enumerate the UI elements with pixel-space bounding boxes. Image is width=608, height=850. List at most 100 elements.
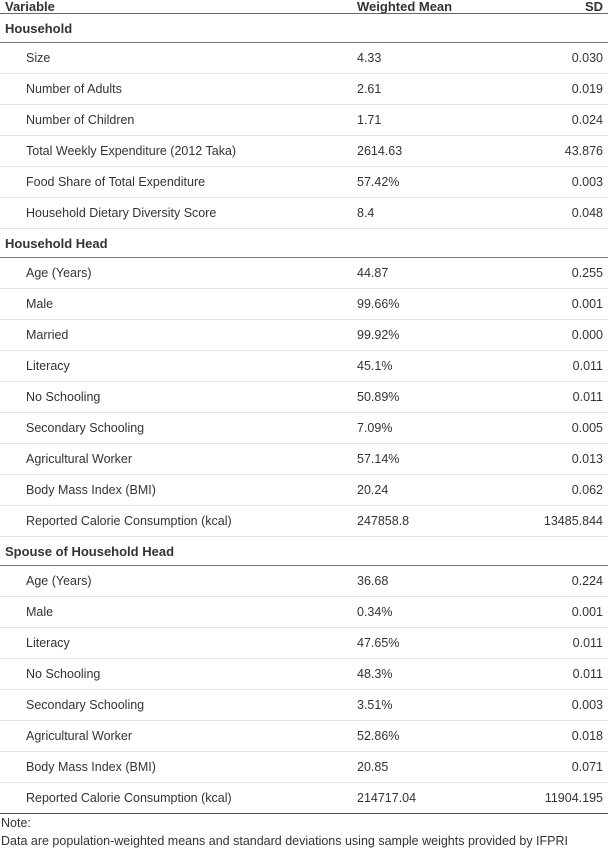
column-header-weighted-mean: Weighted Mean xyxy=(352,0,492,14)
table-row: Reported Calorie Consumption (kcal) 21471… xyxy=(0,782,608,814)
table-row: Household Dietary Diversity Score 8.4 0.04… xyxy=(0,197,608,229)
weighted-mean-cell: 0.34% xyxy=(352,596,492,628)
variable-cell: No Schooling xyxy=(0,658,352,690)
sd-cell: 0.062 xyxy=(492,474,608,506)
weighted-mean-cell: 57.42% xyxy=(352,166,492,198)
weighted-mean-cell: 99.92% xyxy=(352,319,492,351)
sd-cell: 0.003 xyxy=(492,689,608,721)
table-row: No Schooling 50.89% 0.011 xyxy=(0,381,608,413)
table-row: Agricultural Worker 57.14% 0.013 xyxy=(0,443,608,475)
table-row: Secondary Schooling 7.09% 0.005 xyxy=(0,412,608,444)
group-header-row: Spouse of Household Head xyxy=(0,536,608,566)
weighted-mean-cell: 52.86% xyxy=(352,720,492,752)
variable-cell: Age (Years) xyxy=(0,565,352,597)
weighted-mean-cell: 1.71 xyxy=(352,104,492,136)
variable-cell: Literacy xyxy=(0,627,352,659)
column-header-sd: SD xyxy=(492,0,608,14)
table-row: Male 0.34% 0.001 xyxy=(0,596,608,628)
sd-cell: 0.011 xyxy=(492,381,608,413)
variable-cell: Body Mass Index (BMI) xyxy=(0,474,352,506)
weighted-mean-cell: 99.66% xyxy=(352,288,492,320)
group-title: Spouse of Household Head xyxy=(0,536,608,566)
table-row: Total Weekly Expenditure (2012 Taka) 2614… xyxy=(0,135,608,167)
sd-cell: 0.005 xyxy=(492,412,608,444)
variable-cell: Male xyxy=(0,288,352,320)
sd-cell: 0.011 xyxy=(492,627,608,659)
weighted-mean-cell: 2.61 xyxy=(352,73,492,105)
variable-cell: Agricultural Worker xyxy=(0,443,352,475)
summary-statistics-table: Variable Weighted Mean SD Household Size 4… xyxy=(0,0,608,814)
table-row: Male 99.66% 0.001 xyxy=(0,288,608,320)
variable-cell: Food Share of Total Expenditure xyxy=(0,166,352,198)
sd-cell: 0.001 xyxy=(492,288,608,320)
header-row: Variable Weighted Mean SD xyxy=(0,0,608,14)
group-header-row: Household xyxy=(0,13,608,43)
weighted-mean-cell: 57.14% xyxy=(352,443,492,475)
table-row: Literacy 47.65% 0.011 xyxy=(0,627,608,659)
table-note: Note: Data are population-weighted means… xyxy=(0,814,608,850)
weighted-mean-cell: 247858.8 xyxy=(352,505,492,537)
weighted-mean-cell: 20.85 xyxy=(352,751,492,783)
weighted-mean-cell: 2614.63 xyxy=(352,135,492,167)
weighted-mean-cell: 3.51% xyxy=(352,689,492,721)
sd-cell: 0.013 xyxy=(492,443,608,475)
table-row: Number of Adults 2.61 0.019 xyxy=(0,73,608,105)
variable-cell: Secondary Schooling xyxy=(0,412,352,444)
variable-cell: Married xyxy=(0,319,352,351)
variable-cell: Reported Calorie Consumption (kcal) xyxy=(0,505,352,537)
variable-cell: Number of Adults xyxy=(0,73,352,105)
variable-cell: Body Mass Index (BMI) xyxy=(0,751,352,783)
variable-cell: Number of Children xyxy=(0,104,352,136)
table-row: Married 99.92% 0.000 xyxy=(0,319,608,351)
weighted-mean-cell: 48.3% xyxy=(352,658,492,690)
column-header-variable: Variable xyxy=(0,0,352,14)
variable-cell: Age (Years) xyxy=(0,257,352,289)
sd-cell: 0.224 xyxy=(492,565,608,597)
weighted-mean-cell: 45.1% xyxy=(352,350,492,382)
variable-cell: No Schooling xyxy=(0,381,352,413)
group-title: Household xyxy=(0,13,608,43)
variable-cell: Secondary Schooling xyxy=(0,689,352,721)
weighted-mean-cell: 4.33 xyxy=(352,42,492,74)
table-row: Secondary Schooling 3.51% 0.003 xyxy=(0,689,608,721)
variable-cell: Reported Calorie Consumption (kcal) xyxy=(0,782,352,814)
sd-cell: 0.011 xyxy=(492,350,608,382)
sd-cell: 0.019 xyxy=(492,73,608,105)
sd-cell: 0.024 xyxy=(492,104,608,136)
variable-cell: Total Weekly Expenditure (2012 Taka) xyxy=(0,135,352,167)
table-row: Size 4.33 0.030 xyxy=(0,42,608,74)
sd-cell: 0.048 xyxy=(492,197,608,229)
sd-cell: 0.000 xyxy=(492,319,608,351)
group-header-row: Household Head xyxy=(0,228,608,258)
table-header: Variable Weighted Mean SD xyxy=(0,0,608,14)
sd-cell: 0.071 xyxy=(492,751,608,783)
table-row: Age (Years) 44.87 0.255 xyxy=(0,257,608,289)
table-row: Body Mass Index (BMI) 20.85 0.071 xyxy=(0,751,608,783)
weighted-mean-cell: 44.87 xyxy=(352,257,492,289)
variable-cell: Male xyxy=(0,596,352,628)
table-row: Agricultural Worker 52.86% 0.018 xyxy=(0,720,608,752)
variable-cell: Size xyxy=(0,42,352,74)
sd-cell: 0.030 xyxy=(492,42,608,74)
table-row: Literacy 45.1% 0.011 xyxy=(0,350,608,382)
weighted-mean-cell: 36.68 xyxy=(352,565,492,597)
weighted-mean-cell: 50.89% xyxy=(352,381,492,413)
table-row: No Schooling 48.3% 0.011 xyxy=(0,658,608,690)
weighted-mean-cell: 20.24 xyxy=(352,474,492,506)
note-label: Note: xyxy=(1,816,31,830)
weighted-mean-cell: 214717.04 xyxy=(352,782,492,814)
table-row: Number of Children 1.71 0.024 xyxy=(0,104,608,136)
weighted-mean-cell: 47.65% xyxy=(352,627,492,659)
table-row: Age (Years) 36.68 0.224 xyxy=(0,565,608,597)
table-row: Body Mass Index (BMI) 20.24 0.062 xyxy=(0,474,608,506)
sd-cell: 0.018 xyxy=(492,720,608,752)
group-title: Household Head xyxy=(0,228,608,258)
weighted-mean-cell: 8.4 xyxy=(352,197,492,229)
sd-cell: 0.011 xyxy=(492,658,608,690)
table-row: Food Share of Total Expenditure 57.42% 0.0… xyxy=(0,166,608,198)
weighted-mean-cell: 7.09% xyxy=(352,412,492,444)
note-text: Data are population-weighted means and s… xyxy=(1,834,568,848)
sd-cell: 11904.195 xyxy=(492,782,608,814)
variable-cell: Household Dietary Diversity Score xyxy=(0,197,352,229)
variable-cell: Literacy xyxy=(0,350,352,382)
